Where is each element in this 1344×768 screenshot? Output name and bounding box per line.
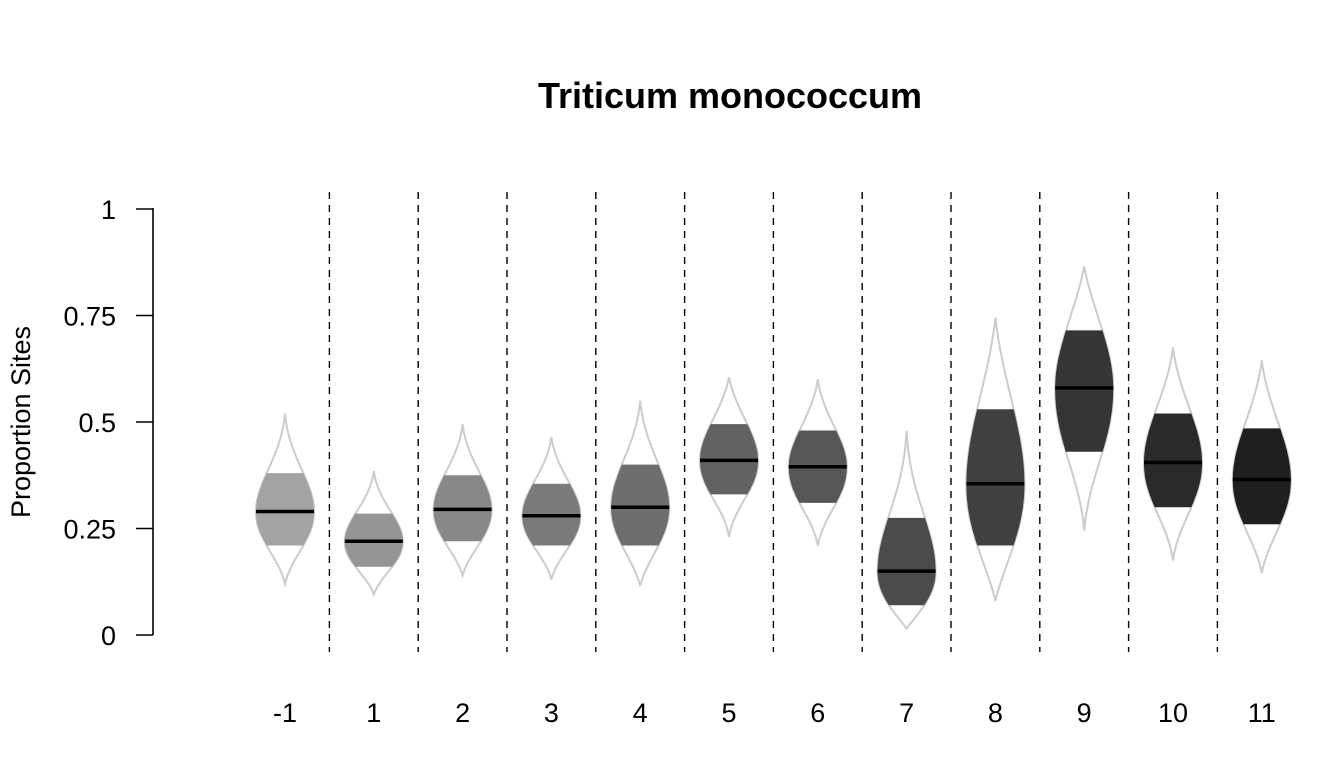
violin-body: [611, 464, 670, 546]
y-tick-label: 1: [101, 195, 116, 225]
x-tick-label: 6: [810, 698, 825, 728]
violin-body: [1232, 428, 1291, 525]
violin-outline: [610, 400, 671, 587]
y-tick-label: 0.25: [63, 515, 116, 545]
x-tick-label: 5: [721, 698, 736, 728]
x-tick-label: 3: [544, 698, 559, 728]
y-axis-label: Proportion Sites: [6, 326, 36, 518]
violin-outline: [343, 470, 404, 598]
x-tick-label: 11: [1248, 698, 1276, 728]
y-tick-label: 0: [101, 621, 116, 651]
x-tick-label: 1: [366, 698, 381, 728]
y-tick-label: 0.75: [63, 302, 116, 332]
x-tick-label: 2: [455, 698, 470, 728]
violin-body: [1055, 330, 1114, 452]
x-tick-label: 9: [1077, 698, 1092, 728]
chart-title: Triticum monococcum: [538, 75, 922, 116]
violin-outline: [965, 317, 1026, 602]
violin-outline: [876, 430, 937, 631]
violin-outline: [432, 423, 493, 579]
x-tick-label: 8: [988, 698, 1003, 728]
violin-body: [1144, 413, 1202, 508]
x-tick-label: -1: [273, 698, 297, 728]
violin-body: [966, 409, 1025, 546]
y-tick-label: 0.5: [78, 408, 116, 438]
y-axis-ticks: 0 0.25 0.5 0.75 1: [63, 195, 153, 651]
violin-body: [877, 517, 936, 606]
x-axis-labels: -1 1 2 3 4 5 6 7 8 9 10 11: [273, 698, 1276, 728]
x-tick-label: 7: [899, 698, 914, 728]
x-tick-label: 4: [633, 698, 648, 728]
category-separators: [328, 192, 1219, 652]
violins: [255, 266, 1292, 631]
violin-outline: [787, 379, 848, 546]
violin-body: [256, 473, 314, 546]
x-tick-label: 10: [1158, 698, 1188, 728]
